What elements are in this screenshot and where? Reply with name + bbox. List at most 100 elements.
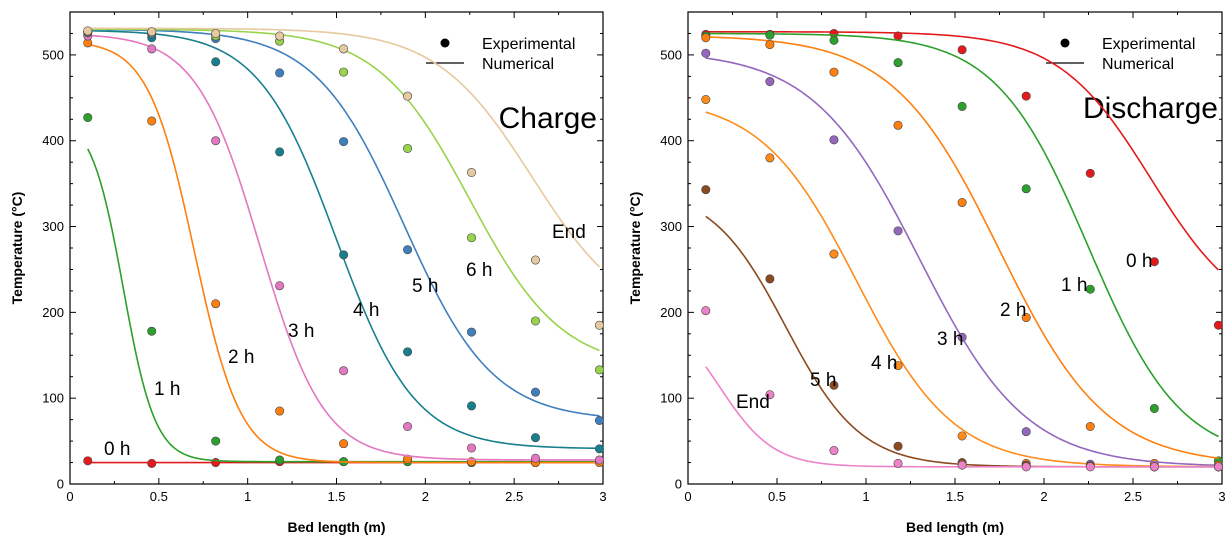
experimental-point <box>211 57 221 67</box>
experimental-point <box>1085 284 1095 294</box>
curve-label: 2 h <box>228 347 254 368</box>
curve-label: 1 h <box>154 379 180 400</box>
curve-label: 0 h <box>104 439 130 460</box>
experimental-point <box>530 433 540 443</box>
curve-label: 4 h <box>353 300 379 321</box>
x-axis-title: Bed length (m) <box>906 519 1004 535</box>
panel-title: Discharge <box>1083 92 1218 125</box>
experimental-point <box>701 48 711 58</box>
experimental-point <box>893 58 903 68</box>
curve-label: 5 h <box>810 370 836 391</box>
experimental-point <box>467 327 477 337</box>
legend-label-experimental: Experimental <box>482 36 575 53</box>
x-tick-label: 2.5 <box>1124 489 1142 504</box>
series-5h: 5 h <box>83 27 604 425</box>
curve-label: 3 h <box>937 329 963 350</box>
experimental-point <box>339 439 349 449</box>
curve-label: 3 h <box>288 321 314 342</box>
charge-plot-frame <box>69 11 604 485</box>
legend-label-numerical: Numerical <box>482 56 554 73</box>
experimental-point <box>467 167 477 177</box>
experimental-point <box>594 455 604 465</box>
experimental-point <box>211 436 221 446</box>
y-tick-label: 300 <box>660 219 682 234</box>
experimental-point <box>403 245 413 255</box>
experimental-point <box>957 460 967 470</box>
legend-marker-experimental <box>1060 38 1070 48</box>
experimental-point <box>403 347 413 357</box>
legend-marker-experimental <box>440 38 450 48</box>
experimental-point <box>83 26 93 36</box>
experimental-point <box>1021 184 1031 194</box>
experimental-point <box>701 95 711 105</box>
experimental-point <box>594 320 604 330</box>
experimental-point <box>1213 462 1223 472</box>
legend: Experimental Numerical <box>426 36 575 73</box>
experimental-point <box>594 444 604 454</box>
experimental-point <box>467 233 477 243</box>
series-end: End <box>83 26 604 330</box>
experimental-point <box>893 120 903 130</box>
y-tick-label: 100 <box>42 391 64 406</box>
x-tick-label: 2.5 <box>505 489 523 504</box>
experimental-point <box>1149 257 1159 267</box>
experimental-point <box>147 27 157 37</box>
y-axis-title: Temperature (°C) <box>627 192 643 305</box>
experimental-point <box>211 28 221 38</box>
experimental-point <box>765 40 775 50</box>
numerical-line <box>705 111 1219 468</box>
experimental-point <box>1085 168 1095 178</box>
x-tick-label: 3 <box>1218 489 1225 504</box>
experimental-point <box>957 332 967 342</box>
legend: Experimental Numerical <box>1046 36 1195 73</box>
experimental-point <box>957 45 967 55</box>
discharge-chart-panel: 0 0.5 1 1.5 2 2.5 3 0 100 200 300 400 500 Bed length … <box>627 11 1226 535</box>
series-6h: 6 h <box>83 27 604 375</box>
experimental-point <box>147 458 157 468</box>
legend-label-experimental: Experimental <box>1102 36 1195 53</box>
experimental-point <box>275 455 285 465</box>
experimental-point <box>467 401 477 411</box>
experimental-point <box>765 274 775 284</box>
experimental-point <box>403 454 413 464</box>
legend-label-numerical: Numerical <box>1102 56 1174 73</box>
experimental-point <box>1085 422 1095 432</box>
experimental-point <box>467 443 477 453</box>
experimental-point <box>147 116 157 126</box>
experimental-point <box>701 33 711 43</box>
experimental-point <box>1021 427 1031 437</box>
experimental-point <box>530 316 540 326</box>
experimental-point <box>530 255 540 265</box>
experimental-point <box>765 153 775 163</box>
series-end: End <box>701 306 1223 472</box>
x-tick-label: 1 <box>862 489 869 504</box>
experimental-point <box>701 306 711 316</box>
experimental-point <box>765 390 775 400</box>
curve-label: 2 h <box>1000 300 1026 321</box>
experimental-point <box>1021 462 1031 472</box>
curve-label: 4 h <box>871 353 897 374</box>
experimental-point <box>829 446 839 456</box>
experimental-point <box>893 226 903 236</box>
experimental-point <box>403 143 413 153</box>
y-tick-label: 200 <box>42 305 64 320</box>
series-4h: 4 h <box>701 95 1223 472</box>
experimental-point <box>1149 403 1159 413</box>
experimental-point <box>957 198 967 208</box>
x-tick-label: 3 <box>599 489 606 504</box>
experimental-point <box>829 135 839 145</box>
x-tick-label: 0 <box>684 489 691 504</box>
y-tick-label: 0 <box>675 477 682 492</box>
experimental-point <box>893 458 903 468</box>
experimental-point <box>1021 91 1031 101</box>
experimental-point <box>147 326 157 336</box>
numerical-line <box>87 43 600 464</box>
experimental-point <box>893 31 903 41</box>
curve-label: 5 h <box>412 276 438 297</box>
experimental-point <box>594 415 604 425</box>
experimental-point <box>829 249 839 259</box>
experimental-point <box>147 44 157 54</box>
numerical-line <box>87 34 600 461</box>
y-tick-label: 500 <box>42 47 64 62</box>
